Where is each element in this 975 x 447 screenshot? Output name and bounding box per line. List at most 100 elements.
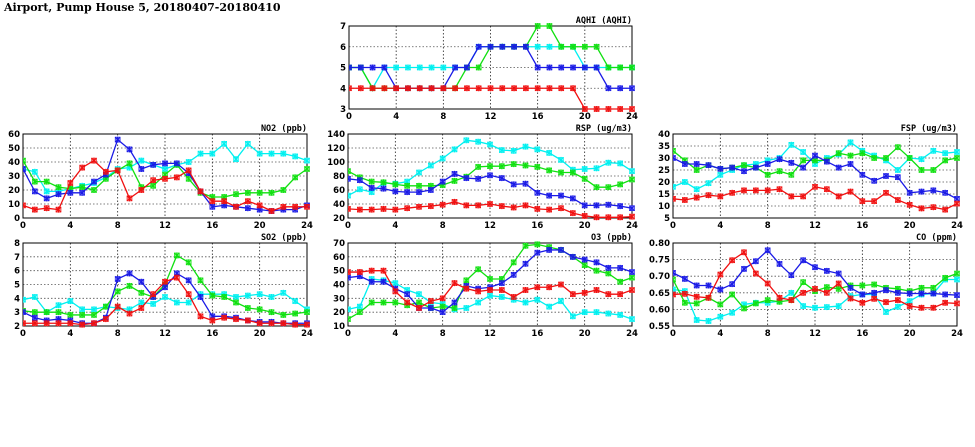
data-point-green xyxy=(23,157,26,164)
data-point-cyan xyxy=(546,43,553,50)
marker-star xyxy=(693,194,700,201)
y-tick-label: 30 xyxy=(8,172,20,182)
marker-star xyxy=(487,201,493,207)
data-point-blue xyxy=(629,269,635,276)
data-point-red xyxy=(681,197,688,203)
marker-star xyxy=(593,214,600,221)
marker-star xyxy=(280,187,287,193)
data-point-green xyxy=(546,23,553,29)
marker-star xyxy=(451,299,458,306)
data-point-red xyxy=(427,298,434,305)
marker-star xyxy=(942,189,949,196)
data-point-blue xyxy=(894,174,901,181)
marker-star xyxy=(43,195,50,202)
data-point-green xyxy=(871,281,878,288)
data-point-blue xyxy=(617,264,624,271)
y-tick-label: 5 xyxy=(664,214,670,224)
marker-star xyxy=(593,165,600,172)
marker-star xyxy=(209,317,216,324)
marker-star xyxy=(67,320,74,327)
data-point-blue xyxy=(534,189,541,196)
data-point-green xyxy=(197,277,204,284)
data-point-red xyxy=(280,320,287,327)
data-point-cyan xyxy=(31,168,38,175)
data-point-cyan xyxy=(356,186,363,193)
marker-star xyxy=(451,305,458,312)
data-point-blue xyxy=(138,278,145,285)
marker-star xyxy=(348,306,351,313)
data-point-red xyxy=(717,271,724,278)
marker-star xyxy=(405,64,411,71)
marker-star xyxy=(280,311,287,318)
marker-star xyxy=(428,64,435,71)
marker-star xyxy=(349,64,352,71)
marker-star xyxy=(487,163,493,170)
marker-star xyxy=(268,189,275,196)
marker-star xyxy=(197,293,204,300)
marker-star xyxy=(705,282,712,289)
data-point-blue xyxy=(629,205,635,212)
marker-star xyxy=(605,270,612,277)
data-point-red xyxy=(392,288,399,295)
marker-box xyxy=(348,168,351,174)
data-point-blue xyxy=(705,162,712,169)
marker-star xyxy=(629,168,635,175)
y-tick-label: 0.70 xyxy=(649,272,670,282)
data-point-blue xyxy=(581,256,588,263)
data-point-red xyxy=(380,267,387,274)
data-point-red xyxy=(380,205,387,212)
marker-star xyxy=(617,291,624,298)
data-point-cyan xyxy=(31,293,38,300)
marker-star xyxy=(752,164,759,171)
data-point-green xyxy=(304,166,310,172)
data-point-cyan xyxy=(162,293,168,300)
marker-star xyxy=(173,160,180,167)
data-point-cyan xyxy=(681,179,688,185)
chart-panel-2: 20 40 60 80 100 120 140 0 4 8 12 16 20 24 RSP (ug/m3) xyxy=(327,124,638,231)
data-point-red xyxy=(546,206,553,213)
data-point-red xyxy=(475,288,482,295)
x-tick-label: 4 xyxy=(392,221,398,231)
marker-star xyxy=(463,202,470,209)
y-tick-label: 0.75 xyxy=(649,256,670,266)
data-point-green xyxy=(534,23,541,29)
marker-star xyxy=(534,85,541,92)
y-tick-label: 30 xyxy=(333,294,345,304)
data-point-blue xyxy=(185,277,192,284)
data-point-blue xyxy=(918,290,925,297)
x-tick-label: 8 xyxy=(115,329,121,339)
marker-star xyxy=(581,309,588,316)
data-point-red xyxy=(788,297,795,304)
marker-star xyxy=(392,206,399,213)
data-point-blue xyxy=(487,43,494,50)
marker-star xyxy=(392,299,399,306)
marker-star xyxy=(197,150,204,157)
data-point-blue xyxy=(392,188,399,195)
data-point-green xyxy=(534,163,541,170)
data-point-red xyxy=(871,198,878,205)
x-tick-label: 20 xyxy=(579,329,591,339)
marker-star xyxy=(693,161,700,167)
marker-star xyxy=(593,287,600,294)
data-point-cyan xyxy=(534,43,541,50)
x-tick-label: 4 xyxy=(67,221,73,231)
marker-star xyxy=(348,316,351,323)
data-point-blue xyxy=(673,269,676,276)
marker-star xyxy=(534,241,541,248)
data-point-blue xyxy=(741,168,747,175)
marker-star xyxy=(256,150,263,157)
marker-star xyxy=(304,203,310,210)
data-point-blue xyxy=(439,178,446,185)
chart-title: AQHI (AQHI) xyxy=(576,16,632,26)
data-point-green xyxy=(871,155,878,161)
data-point-red xyxy=(859,299,866,306)
data-point-blue xyxy=(558,64,565,71)
data-point-green xyxy=(233,191,239,198)
data-point-cyan xyxy=(405,64,411,71)
data-point-green xyxy=(617,278,624,285)
x-tick-label: 0 xyxy=(20,221,26,231)
data-point-red xyxy=(79,321,86,328)
data-point-green xyxy=(126,282,133,289)
data-point-red xyxy=(439,295,446,302)
marker-star xyxy=(67,311,74,318)
